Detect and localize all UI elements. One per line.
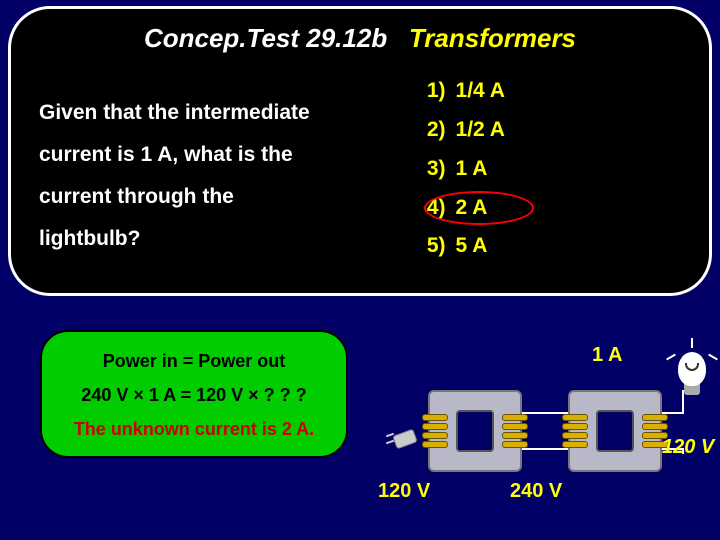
- answer-row: 5) 5 A: [412, 227, 681, 266]
- question-text: Given that the intermediate current is 1…: [39, 72, 404, 266]
- transformer-diagram: 1 A 120 V 240 V 120 V: [400, 380, 710, 530]
- question-line: lightbulb?: [39, 218, 404, 260]
- label-voltage-mid: 240 V: [510, 480, 562, 503]
- answers-list: 1) 1/4 A 2) 1/2 A 3) 1 A 4) 2 A 5) 5 A: [404, 72, 681, 266]
- answer-row: 3) 1 A: [412, 150, 681, 189]
- question-line: current is 1 A, what is the: [39, 134, 404, 176]
- label-current: 1 A: [592, 344, 622, 367]
- question-line: current through the: [39, 176, 404, 218]
- answer-val: 5 A: [456, 227, 488, 266]
- answer-num: 1): [412, 72, 456, 111]
- answer-row: 2) 1/2 A: [412, 111, 681, 150]
- title-part1: Concep.Test 29.12b: [144, 23, 387, 53]
- slide-title: Concep.Test 29.12b Transformers: [39, 23, 681, 54]
- transformer-2: [568, 390, 662, 472]
- answer-num: 2): [412, 111, 456, 150]
- label-voltage-left: 120 V: [378, 480, 430, 503]
- answer-val: 1/2 A: [456, 111, 505, 150]
- title-part2: Transformers: [409, 23, 576, 53]
- explanation-line: The unknown current is 2 A.: [58, 412, 330, 446]
- explanation-line: Power in = Power out: [58, 344, 330, 378]
- plug-icon: [394, 432, 418, 454]
- answer-row: 4) 2 A: [412, 189, 681, 228]
- label-voltage-right: 120 V: [662, 436, 714, 459]
- answer-val: 1 A: [456, 150, 488, 189]
- primary-coil-icon: [422, 412, 448, 456]
- question-line: Given that the intermediate: [39, 92, 404, 134]
- answer-num: 5): [412, 227, 456, 266]
- question-panel: Concep.Test 29.12b Transformers Given th…: [8, 6, 712, 296]
- answer-val: 1/4 A: [456, 72, 505, 111]
- correct-ring: [424, 191, 534, 225]
- lightbulb-icon: [678, 352, 706, 395]
- qa-wrap: Given that the intermediate current is 1…: [39, 72, 681, 266]
- explanation-box: Power in = Power out 240 V × 1 A = 120 V…: [40, 330, 348, 458]
- answer-num: 3): [412, 150, 456, 189]
- answer-row: 1) 1/4 A: [412, 72, 681, 111]
- explanation-line: 240 V × 1 A = 120 V × ? ? ?: [58, 378, 330, 412]
- transformer-1: [428, 390, 522, 472]
